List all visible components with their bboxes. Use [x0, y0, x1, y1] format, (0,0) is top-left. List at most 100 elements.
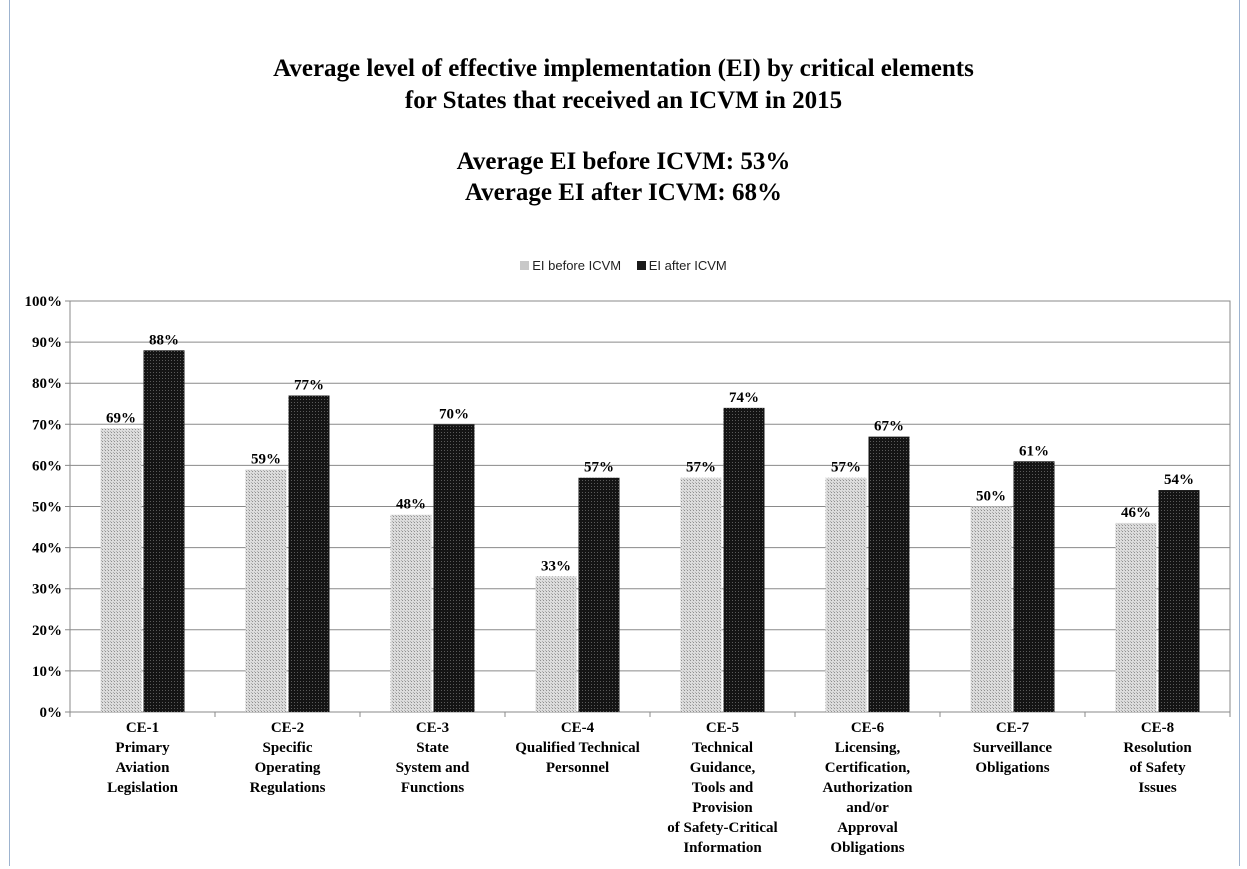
- legend-item-after: EI after ICVM: [636, 258, 727, 273]
- x-category-label-line: Surveillance: [972, 740, 1053, 756]
- x-category-label-line: System and: [395, 760, 470, 776]
- x-category-label-line: of Safety: [1129, 760, 1186, 776]
- data-label: 74%: [729, 390, 759, 406]
- x-category-label: CE-3 State System and Functions: [360, 718, 505, 798]
- x-category-label: CE-5 Technical Guidance, Tools and Provision…: [650, 718, 795, 858]
- x-category-label-line: Specific: [262, 740, 313, 756]
- data-label: 61%: [1019, 443, 1049, 459]
- bar-before: [1115, 522, 1157, 712]
- bar-before: [680, 477, 722, 712]
- x-category-label: CE-6 Licensing, Certification, Authorizatio…: [795, 718, 940, 858]
- x-category-label-line: Functions: [400, 780, 465, 796]
- x-category-label-line: Tools and: [691, 780, 754, 796]
- x-category-label-line: Licensing,: [834, 740, 901, 756]
- data-label: 54%: [1164, 472, 1194, 488]
- data-label: 50%: [976, 489, 1006, 505]
- x-category-label-line: CE-4: [560, 720, 595, 736]
- x-category-label-line: State: [416, 740, 449, 756]
- data-label: 77%: [294, 378, 324, 394]
- data-label: 70%: [439, 406, 469, 422]
- data-label: 57%: [584, 460, 614, 476]
- legend-label-after: EI after ICVM: [648, 258, 727, 273]
- data-label: 57%: [686, 460, 716, 476]
- bar-after: [1013, 461, 1055, 712]
- chart-title-line-1: Average level of effective implementatio…: [273, 55, 974, 82]
- y-tick-label: 30%: [32, 582, 62, 598]
- bar-before: [390, 514, 432, 712]
- chart-subtitle-line-1: Average EI before ICVM: 53%: [456, 148, 791, 175]
- x-category-label-line: Technical: [691, 740, 754, 756]
- x-category-label-line: CE-8: [1140, 720, 1175, 736]
- x-category-label-line: Personnel: [545, 760, 610, 776]
- x-category-label: CE-4 Qualified Technical Personnel: [505, 718, 650, 778]
- x-category-label-line: Authorization: [822, 780, 913, 796]
- bar-before: [825, 477, 867, 712]
- x-category-label-line: CE-3: [415, 720, 450, 736]
- data-label: 69%: [106, 410, 136, 426]
- x-category-label-line: CE-2: [270, 720, 305, 736]
- data-label: 59%: [251, 452, 281, 468]
- data-label: 88%: [149, 332, 179, 348]
- data-label: 48%: [396, 497, 426, 513]
- bar-after: [1158, 490, 1200, 712]
- x-category-label-line: Approval: [837, 820, 898, 836]
- y-tick-label: 50%: [32, 500, 62, 516]
- bar-before: [535, 576, 577, 712]
- x-category-label-line: Resolution: [1123, 740, 1192, 756]
- x-category-label-line: of Safety-Critical: [667, 820, 778, 836]
- x-category-label-line: Information: [683, 840, 762, 856]
- y-tick-label: 80%: [32, 376, 62, 392]
- legend-swatch-before: [520, 261, 530, 270]
- x-category-label-line: Regulations: [249, 780, 326, 796]
- x-category-label: CE-8 Resolution of Safety Issues: [1085, 718, 1230, 798]
- chart-subtitle-line-2: Average EI after ICVM: 68%: [464, 179, 783, 206]
- x-category-label-line: CE-5: [705, 720, 740, 736]
- x-category-label-line: Legislation: [107, 780, 178, 796]
- y-tick-label: 90%: [32, 335, 62, 351]
- x-category-label-line: CE-6: [850, 720, 885, 736]
- y-tick-label: 70%: [32, 417, 62, 433]
- y-tick-label: 0%: [40, 705, 63, 721]
- x-category-label-line: Qualified Technical: [515, 740, 640, 756]
- y-tick-label: 60%: [32, 458, 62, 474]
- x-category-label-line: CE-7: [995, 720, 1030, 736]
- x-category-label: CE-7 Surveillance Obligations: [940, 718, 1085, 778]
- bar-after: [578, 477, 620, 712]
- y-tick-label: 40%: [32, 541, 62, 557]
- bar-after: [143, 350, 185, 712]
- data-label: 67%: [874, 419, 904, 435]
- bar-after: [868, 436, 910, 712]
- legend-item-before: EI before ICVM: [520, 258, 621, 273]
- x-category-label-line: Primary: [115, 740, 170, 756]
- x-category-label-line: Certification,: [824, 760, 911, 776]
- data-label: 57%: [831, 460, 861, 476]
- bar-before: [970, 506, 1012, 712]
- bar-before: [100, 428, 142, 712]
- x-category-label-line: CE-1: [125, 720, 160, 736]
- bar-after: [433, 424, 475, 712]
- data-label: 33%: [541, 558, 571, 574]
- y-tick-label: 20%: [32, 623, 62, 639]
- legend-label-before: EI before ICVM: [532, 258, 622, 273]
- x-category-label-line: Guidance,: [689, 760, 756, 776]
- x-category-label-line: and/or: [846, 800, 889, 816]
- bar-after: [288, 395, 330, 712]
- y-tick-label: 100%: [25, 294, 63, 310]
- x-category-label-line: Operating: [254, 760, 321, 776]
- x-category-label: CE-2 Specific Operating Regulations: [215, 718, 360, 798]
- x-category-label-line: Aviation: [115, 760, 170, 776]
- x-category-label-line: Obligations: [975, 760, 1050, 776]
- data-label: 46%: [1121, 505, 1151, 521]
- bar-after: [723, 407, 765, 712]
- legend-swatch-after: [636, 261, 646, 270]
- chart-legend: EI before ICVM EI after ICVM: [0, 258, 1247, 273]
- x-category-label-line: Obligations: [830, 840, 905, 856]
- x-category-label-line: Issues: [1138, 780, 1177, 796]
- bar-before: [245, 469, 287, 712]
- x-category-label: CE-1 Primary Aviation Legislation: [70, 718, 215, 798]
- y-tick-label: 10%: [32, 664, 62, 680]
- chart-title-line-2: for States that received an ICVM in 2015: [404, 87, 843, 114]
- chart-frame: [9, 0, 1240, 866]
- x-category-label-line: Provision: [692, 800, 753, 816]
